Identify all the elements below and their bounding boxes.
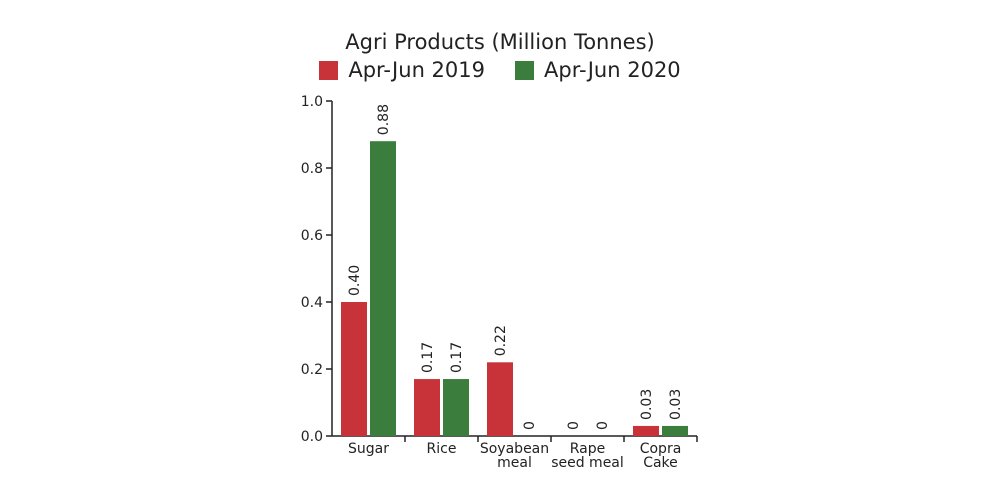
y-tick-label: 1.0	[301, 94, 323, 110]
bar	[443, 379, 469, 436]
y-tick-label: 0.2	[301, 362, 323, 378]
bar	[370, 141, 396, 436]
y-tick-label: 0.6	[301, 228, 323, 244]
data-label: 0	[566, 421, 582, 430]
x-tick-label: meal	[497, 455, 532, 471]
chart-title: Agri Products (Million Tonnes)	[345, 30, 655, 54]
x-tick-label: Copra	[640, 441, 682, 457]
x-tick-label: Rice	[427, 441, 457, 457]
data-label: 0	[522, 421, 538, 430]
data-label: 0.22	[493, 325, 509, 356]
legend-swatch-2020	[515, 60, 534, 80]
y-tick-label: 0.8	[301, 161, 323, 177]
x-tick-label: Soyabean	[480, 441, 549, 457]
data-label: 0.17	[449, 342, 465, 373]
data-label: 0	[595, 421, 611, 430]
data-label: 0.03	[668, 389, 684, 420]
data-label: 0.17	[420, 342, 436, 373]
legend-item-2019: Apr-Jun 2019	[319, 58, 485, 82]
legend-item-2020: Apr-Jun 2020	[515, 58, 681, 82]
x-tick-label: Sugar	[348, 441, 389, 457]
data-label: 0.40	[347, 265, 363, 296]
bar	[414, 379, 440, 436]
bar	[487, 362, 513, 436]
legend-label-2019: Apr-Jun 2019	[348, 58, 485, 82]
legend-label-2020: Apr-Jun 2020	[544, 58, 681, 82]
x-tick-label: seed meal	[551, 455, 624, 471]
x-tick-label: Cake	[643, 455, 678, 471]
legend-swatch-2019	[319, 60, 339, 80]
y-tick-label: 0.0	[301, 429, 323, 445]
bar	[633, 425, 659, 436]
bar	[341, 302, 367, 436]
bar	[662, 425, 688, 436]
data-label: 0.03	[639, 389, 655, 420]
legend: Apr-Jun 2019 Apr-Jun 2020	[0, 58, 1000, 82]
data-label: 0.88	[376, 104, 392, 135]
x-tick-label: Rape	[570, 441, 606, 457]
y-tick-label: 0.4	[301, 295, 323, 311]
